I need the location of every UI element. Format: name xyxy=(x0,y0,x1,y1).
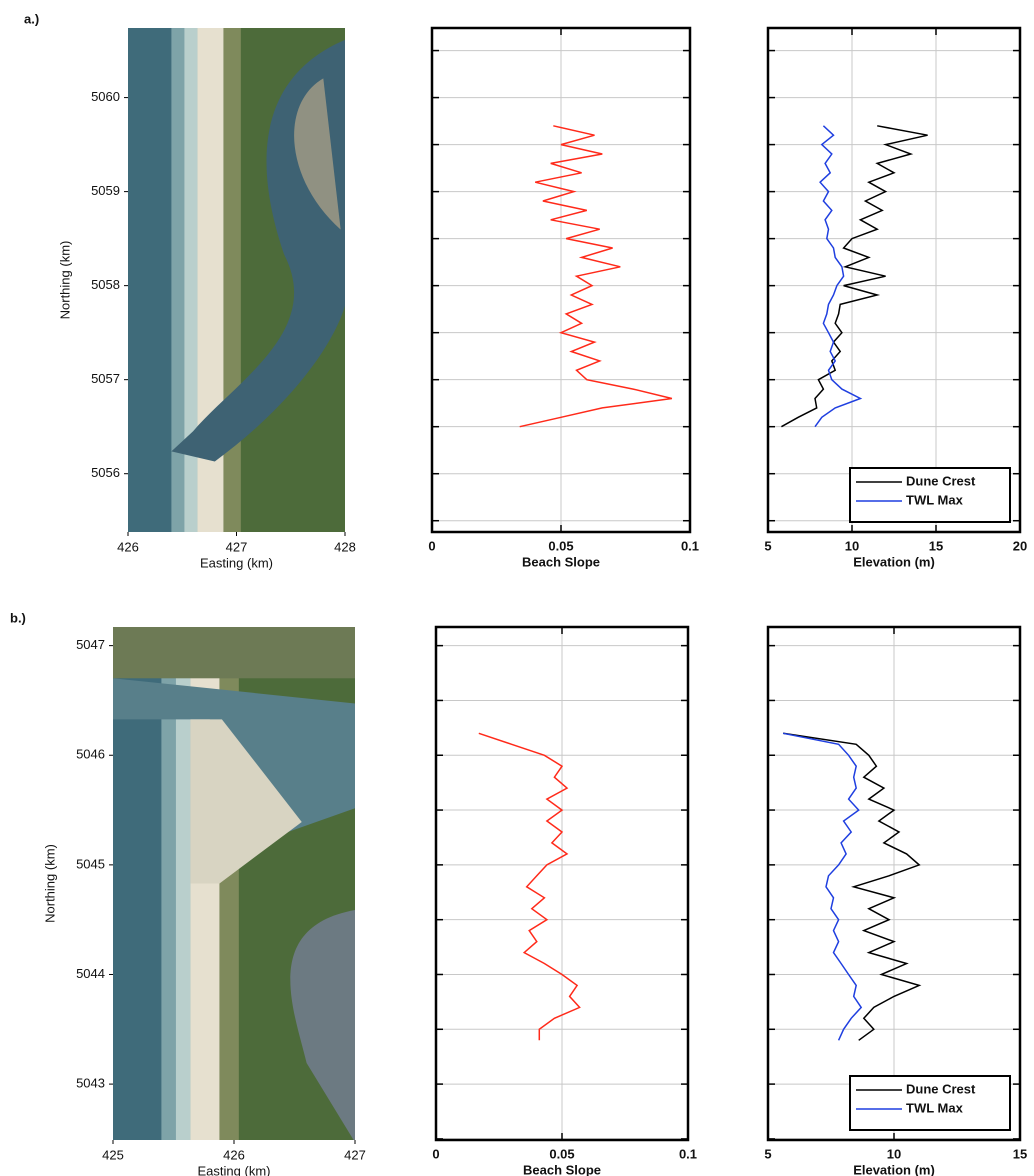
x-tick-label: 10 xyxy=(845,538,859,553)
y-tick-label: 5043 xyxy=(76,1076,105,1091)
profile-line xyxy=(781,125,928,428)
x-tick-label: 0 xyxy=(428,538,435,553)
dune-grass xyxy=(223,28,241,532)
x-tick-label: 15 xyxy=(929,538,943,553)
x-tick-label: 20 xyxy=(1013,538,1027,553)
y-tick-label: 5060 xyxy=(91,89,120,104)
x-axis-label: Elevation (m) xyxy=(853,1162,935,1176)
legend-box xyxy=(849,1075,1011,1131)
legend-box xyxy=(849,467,1011,523)
x-axis-label: Elevation (m) xyxy=(853,554,935,569)
x-tick-label: 15 xyxy=(1013,1146,1027,1161)
x-tick-label: 426 xyxy=(223,1147,245,1162)
x-tick-label: 0.05 xyxy=(548,538,573,553)
y-tick-label: 5058 xyxy=(91,277,120,292)
x-axis-label: Easting (km) xyxy=(200,555,273,570)
x-tick-label: 0.1 xyxy=(681,538,699,553)
x-tick-label: 428 xyxy=(334,539,356,554)
y-tick-label: 5047 xyxy=(76,637,105,652)
x-tick-label: 0.05 xyxy=(549,1146,574,1161)
profile-line xyxy=(782,732,922,1041)
y-tick-label: 5056 xyxy=(91,465,120,480)
aerial-image xyxy=(128,28,345,532)
x-tick-label: 5 xyxy=(764,538,771,553)
y-axis-label: Northing (km) xyxy=(42,844,57,923)
profile-line xyxy=(782,732,863,1041)
x-tick-label: 0 xyxy=(432,1146,439,1161)
x-axis-label: Beach Slope xyxy=(523,1162,601,1176)
profile-line xyxy=(478,732,581,1041)
x-axis-label: Easting (km) xyxy=(198,1163,271,1176)
y-tick-label: 5059 xyxy=(91,183,120,198)
x-tick-label: 425 xyxy=(102,1147,124,1162)
x-tick-label: 427 xyxy=(344,1147,366,1162)
y-axis-label: Northing (km) xyxy=(57,241,72,320)
plot-frame xyxy=(766,26,1022,534)
y-tick-label: 5044 xyxy=(76,966,105,981)
surf-foam xyxy=(184,28,198,532)
surf-foam xyxy=(175,627,191,1140)
river-mouth xyxy=(113,678,355,833)
x-tick-label: 5 xyxy=(764,1146,771,1161)
sand-flat xyxy=(294,78,341,230)
x-tick-label: 10 xyxy=(887,1146,901,1161)
legend-label: TWL Max xyxy=(906,492,964,507)
x-tick-label: 0.1 xyxy=(679,1146,697,1161)
profile-line xyxy=(519,125,673,428)
legend-label: Dune Crest xyxy=(906,1081,976,1096)
upland xyxy=(113,627,355,679)
panel-label: b.) xyxy=(10,610,26,625)
y-tick-label: 5046 xyxy=(76,747,105,762)
panel-label: a.) xyxy=(24,11,39,26)
x-tick-label: 427 xyxy=(226,539,248,554)
aerial-image xyxy=(113,627,355,1140)
lagoon xyxy=(290,910,355,1140)
x-axis-label: Beach Slope xyxy=(522,554,600,569)
x-tick-label: 426 xyxy=(117,539,139,554)
sand-spit xyxy=(190,719,302,884)
legend-label: Dune Crest xyxy=(906,473,976,488)
legend-label: TWL Max xyxy=(906,1100,964,1115)
profile-line xyxy=(814,125,863,428)
y-tick-label: 5057 xyxy=(91,371,120,386)
y-tick-label: 5045 xyxy=(76,856,105,871)
